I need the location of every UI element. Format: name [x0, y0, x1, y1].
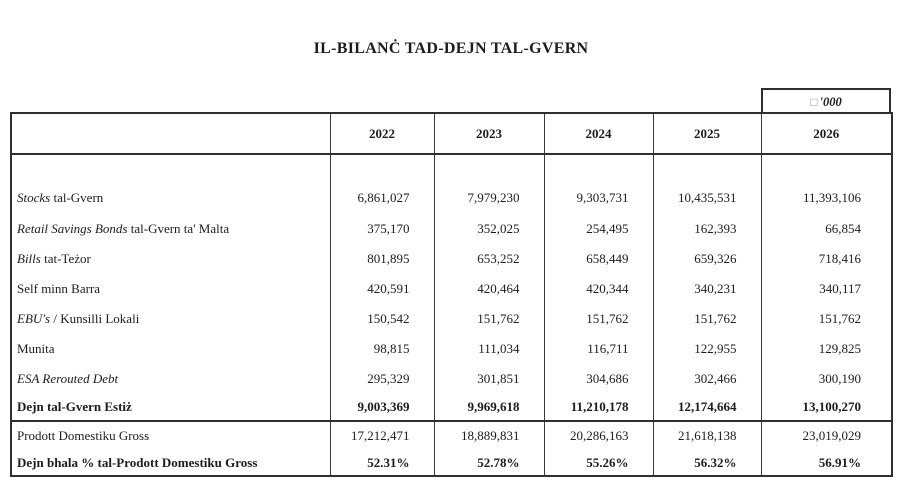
row-label: Munita	[10, 334, 331, 364]
year-header-row: 2022 2023 2024 2025 2026	[10, 113, 893, 154]
value-cell: 13,100,270	[760, 394, 893, 421]
value-cell: 151,762	[652, 304, 762, 334]
value-cell: 129,825	[760, 334, 893, 364]
value-cell: 420,591	[329, 274, 435, 304]
value-cell: 162,393	[652, 214, 762, 244]
row-label: ESA Rerouted Debt	[10, 364, 331, 394]
value-cell: 659,326	[652, 244, 762, 274]
value-cell: 295,329	[329, 364, 435, 394]
value-cell: 98,815	[329, 334, 435, 364]
table-row-bills: Bills tat-Teżor 801,895 653,252 658,449 …	[10, 244, 893, 274]
table-row-retail-savings-bonds: Retail Savings Bonds tal-Gvern ta' Malta…	[10, 214, 893, 244]
value-cell: 66,854	[760, 214, 893, 244]
row-label: EBU's / Kunsilli Lokali	[10, 304, 331, 334]
value-cell: 658,449	[543, 244, 654, 274]
value-cell: 21,618,138	[652, 421, 762, 450]
value-cell: 375,170	[329, 214, 435, 244]
row-label: Retail Savings Bonds tal-Gvern ta' Malta	[10, 214, 331, 244]
value-cell: 20,286,163	[543, 421, 654, 450]
government-debt-table: 2022 2023 2024 2025 2026 Stocks tal-Gver…	[10, 112, 893, 477]
units-label: '000	[819, 94, 842, 109]
value-cell: 10,435,531	[652, 154, 762, 214]
value-cell: 302,466	[652, 364, 762, 394]
value-cell: 11,210,178	[543, 394, 654, 421]
row-label: Dejn tal-Gvern Estiż	[10, 394, 331, 421]
year-column-header-2024: 2024	[543, 113, 654, 154]
row-label: Stocks tal-Gvern	[10, 154, 331, 214]
value-cell: 151,762	[760, 304, 893, 334]
table-body: Stocks tal-Gvern 6,861,027 7,979,230 9,3…	[10, 154, 893, 421]
year-column-header-2025: 2025	[652, 113, 762, 154]
value-cell: 55.26%	[543, 450, 654, 476]
total-row-dejn-tal-gvern-estiz: Dejn tal-Gvern Estiż 9,003,369 9,969,618…	[10, 394, 893, 421]
value-cell: 52.78%	[433, 450, 545, 476]
value-cell: 6,861,027	[329, 154, 435, 214]
units-box: □ '000	[761, 88, 891, 114]
value-cell: 420,344	[543, 274, 654, 304]
table-row-stocks: Stocks tal-Gvern 6,861,027 7,979,230 9,3…	[10, 154, 893, 214]
value-cell: 116,711	[543, 334, 654, 364]
value-cell: 151,762	[433, 304, 545, 334]
value-cell: 7,979,230	[433, 154, 545, 214]
value-cell: 122,955	[652, 334, 762, 364]
value-cell: 340,231	[652, 274, 762, 304]
year-column-header-2022: 2022	[329, 113, 435, 154]
table-row-ebus-kunsilli-lokali: EBU's / Kunsilli Lokali 150,542 151,762 …	[10, 304, 893, 334]
value-cell: 304,686	[543, 364, 654, 394]
row-label: Bills tat-Teżor	[10, 244, 331, 274]
value-cell: 56.91%	[760, 450, 893, 476]
table-header: 2022 2023 2024 2025 2026	[10, 113, 893, 154]
row-label: Dejn bhala % tal-Prodott Domestiku Gross	[10, 450, 331, 476]
currency-missing-glyph-icon: □	[810, 95, 818, 109]
value-cell: 653,252	[433, 244, 545, 274]
value-cell: 9,969,618	[433, 394, 545, 421]
value-cell: 340,117	[760, 274, 893, 304]
value-cell: 300,190	[760, 364, 893, 394]
value-cell: 111,034	[433, 334, 545, 364]
value-cell: 801,895	[329, 244, 435, 274]
row-label: Self minn Barra	[10, 274, 331, 304]
value-cell: 18,889,831	[433, 421, 545, 450]
table-footer: Prodott Domestiku Gross 17,212,471 18,88…	[10, 421, 893, 476]
value-cell: 301,851	[433, 364, 545, 394]
year-column-header-2023: 2023	[433, 113, 545, 154]
value-cell: 352,025	[433, 214, 545, 244]
value-cell: 52.31%	[329, 450, 435, 476]
value-cell: 718,416	[760, 244, 893, 274]
table-row-self-minn-barra: Self minn Barra 420,591 420,464 420,344 …	[10, 274, 893, 304]
table-row-esa-rerouted-debt: ESA Rerouted Debt 295,329 301,851 304,68…	[10, 364, 893, 394]
value-cell: 150,542	[329, 304, 435, 334]
value-cell: 254,495	[543, 214, 654, 244]
value-cell: 23,019,029	[760, 421, 893, 450]
value-cell: 9,003,369	[329, 394, 435, 421]
value-cell: 12,174,664	[652, 394, 762, 421]
gdp-row: Prodott Domestiku Gross 17,212,471 18,88…	[10, 421, 893, 450]
value-cell: 151,762	[543, 304, 654, 334]
value-cell: 11,393,106	[760, 154, 893, 214]
value-cell: 420,464	[433, 274, 545, 304]
row-label: Prodott Domestiku Gross	[10, 421, 331, 450]
value-cell: 9,303,731	[543, 154, 654, 214]
year-column-header-2026: 2026	[760, 113, 893, 154]
page-title: IL-BILANĊ TAD-DEJN TAL-GVERN	[313, 40, 589, 57]
empty-header-cell	[10, 113, 331, 154]
debt-percent-row: Dejn bhala % tal-Prodott Domestiku Gross…	[10, 450, 893, 476]
value-cell: 17,212,471	[329, 421, 435, 450]
value-cell: 56.32%	[652, 450, 762, 476]
table-row-munita: Munita 98,815 111,034 116,711 122,955 12…	[10, 334, 893, 364]
